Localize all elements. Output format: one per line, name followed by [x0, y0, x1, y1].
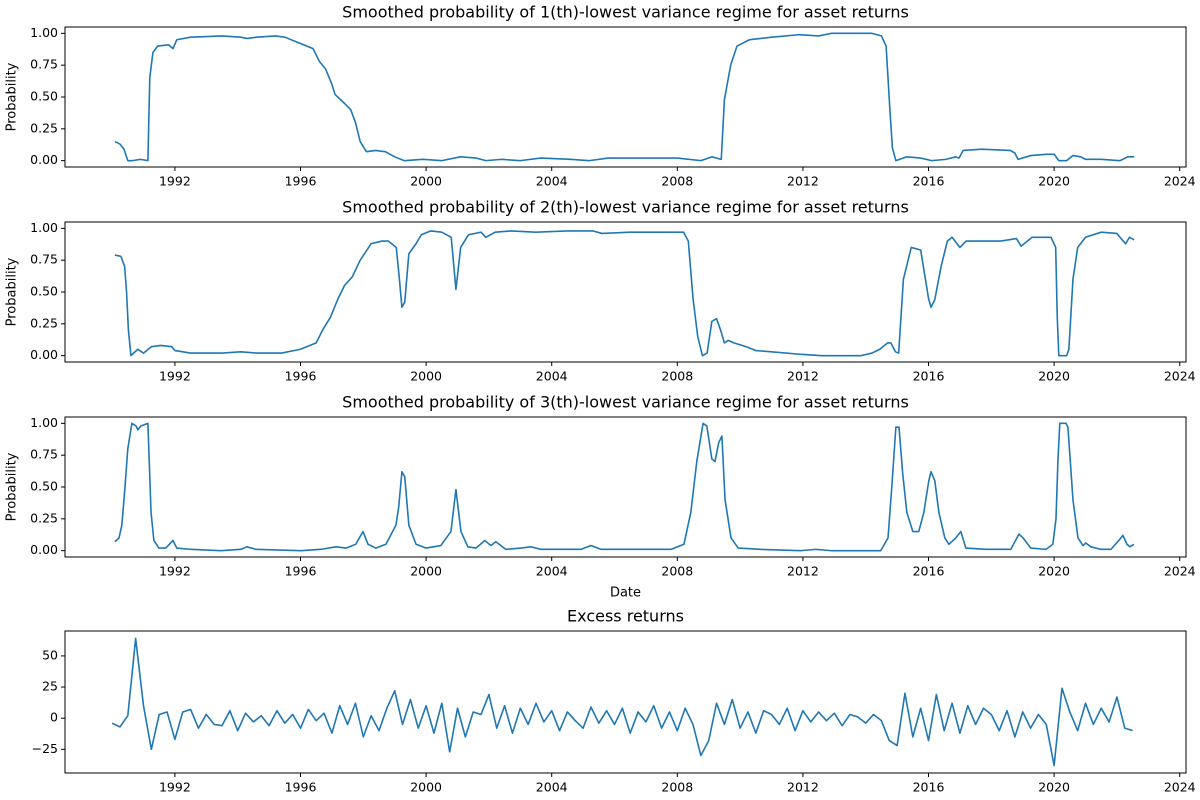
- axes-frame: [64, 26, 1187, 168]
- x-tick-label: 2000: [410, 564, 442, 579]
- x-tick-label: 2020: [1038, 780, 1070, 795]
- x-tick-label: 2008: [661, 564, 693, 579]
- x-tick-label: 2020: [1038, 369, 1070, 384]
- data-line: [114, 422, 1135, 552]
- y-tick-label: −25: [32, 741, 58, 756]
- y-tick-label: 0.75: [30, 447, 58, 462]
- chart-title: Smoothed probability of 3(th)-lowest var…: [342, 393, 909, 412]
- x-tick-label: 2016: [913, 174, 945, 189]
- y-tick-label: 0.25: [30, 315, 58, 330]
- axes-frame: [64, 630, 1187, 774]
- x-tick-label: 1992: [159, 564, 191, 579]
- x-tick-label: 2012: [787, 174, 819, 189]
- x-tick-label: 2020: [1038, 564, 1070, 579]
- x-tick-label: 1992: [159, 780, 191, 795]
- x-tick-label: 2016: [913, 369, 945, 384]
- y-tick-label: 0.25: [30, 120, 58, 135]
- x-tick-label: 2024: [1164, 780, 1196, 795]
- x-tick-label: 2004: [536, 174, 568, 189]
- x-axis-label: Date: [610, 586, 641, 601]
- x-tick-label: 1996: [285, 369, 317, 384]
- y-tick-label: 0.00: [30, 542, 58, 557]
- y-axis-label: Probability: [5, 452, 20, 521]
- x-tick-label: 2004: [536, 369, 568, 384]
- x-tick-label: 1992: [159, 369, 191, 384]
- x-tick-label: 1996: [285, 780, 317, 795]
- x-tick-label: 2004: [536, 780, 568, 795]
- data-line: [114, 230, 1135, 357]
- x-tick-label: 2020: [1038, 174, 1070, 189]
- y-tick-label: 0.00: [30, 152, 58, 167]
- y-tick-label: 0.75: [30, 252, 58, 267]
- x-tick-label: 1996: [285, 174, 317, 189]
- y-tick-label: 0.50: [30, 284, 58, 299]
- y-tick-label: 1.00: [30, 220, 58, 235]
- x-tick-label: 1992: [159, 174, 191, 189]
- y-tick-label: 0.25: [30, 510, 58, 525]
- x-tick-label: 2000: [410, 174, 442, 189]
- x-tick-label: 2012: [787, 564, 819, 579]
- x-tick-label: 2024: [1164, 369, 1196, 384]
- x-tick-label: 2016: [913, 780, 945, 795]
- x-tick-label: 2000: [410, 780, 442, 795]
- y-axis-label: Probability: [5, 257, 20, 326]
- data-line: [114, 32, 1135, 162]
- y-axis-label: Probability: [5, 62, 20, 131]
- x-tick-label: 2012: [787, 369, 819, 384]
- chart-title: Smoothed probability of 2(th)-lowest var…: [342, 198, 909, 217]
- y-tick-label: 1.00: [30, 25, 58, 40]
- x-tick-label: 2008: [661, 174, 693, 189]
- x-tick-label: 2024: [1164, 174, 1196, 189]
- chart-title: Smoothed probability of 1(th)-lowest var…: [342, 3, 909, 22]
- chart-title: Excess returns: [567, 607, 684, 626]
- axes-frame: [64, 416, 1187, 558]
- y-tick-label: 0: [50, 710, 58, 725]
- axes-frame: [64, 221, 1187, 363]
- x-tick-label: 2008: [661, 780, 693, 795]
- x-tick-label: 2024: [1164, 564, 1196, 579]
- x-tick-label: 2012: [787, 780, 819, 795]
- y-tick-label: 1.00: [30, 415, 58, 430]
- y-tick-label: 50: [42, 647, 58, 662]
- x-tick-label: 2000: [410, 369, 442, 384]
- y-tick-label: 0.75: [30, 57, 58, 72]
- x-tick-label: 2004: [536, 564, 568, 579]
- y-tick-label: 0.50: [30, 89, 58, 104]
- x-tick-label: 2016: [913, 564, 945, 579]
- y-tick-label: 0.50: [30, 479, 58, 494]
- x-tick-label: 2008: [661, 369, 693, 384]
- data-line: [111, 637, 1133, 767]
- y-tick-label: 25: [42, 679, 58, 694]
- y-tick-label: 0.00: [30, 347, 58, 362]
- x-tick-label: 1996: [285, 564, 317, 579]
